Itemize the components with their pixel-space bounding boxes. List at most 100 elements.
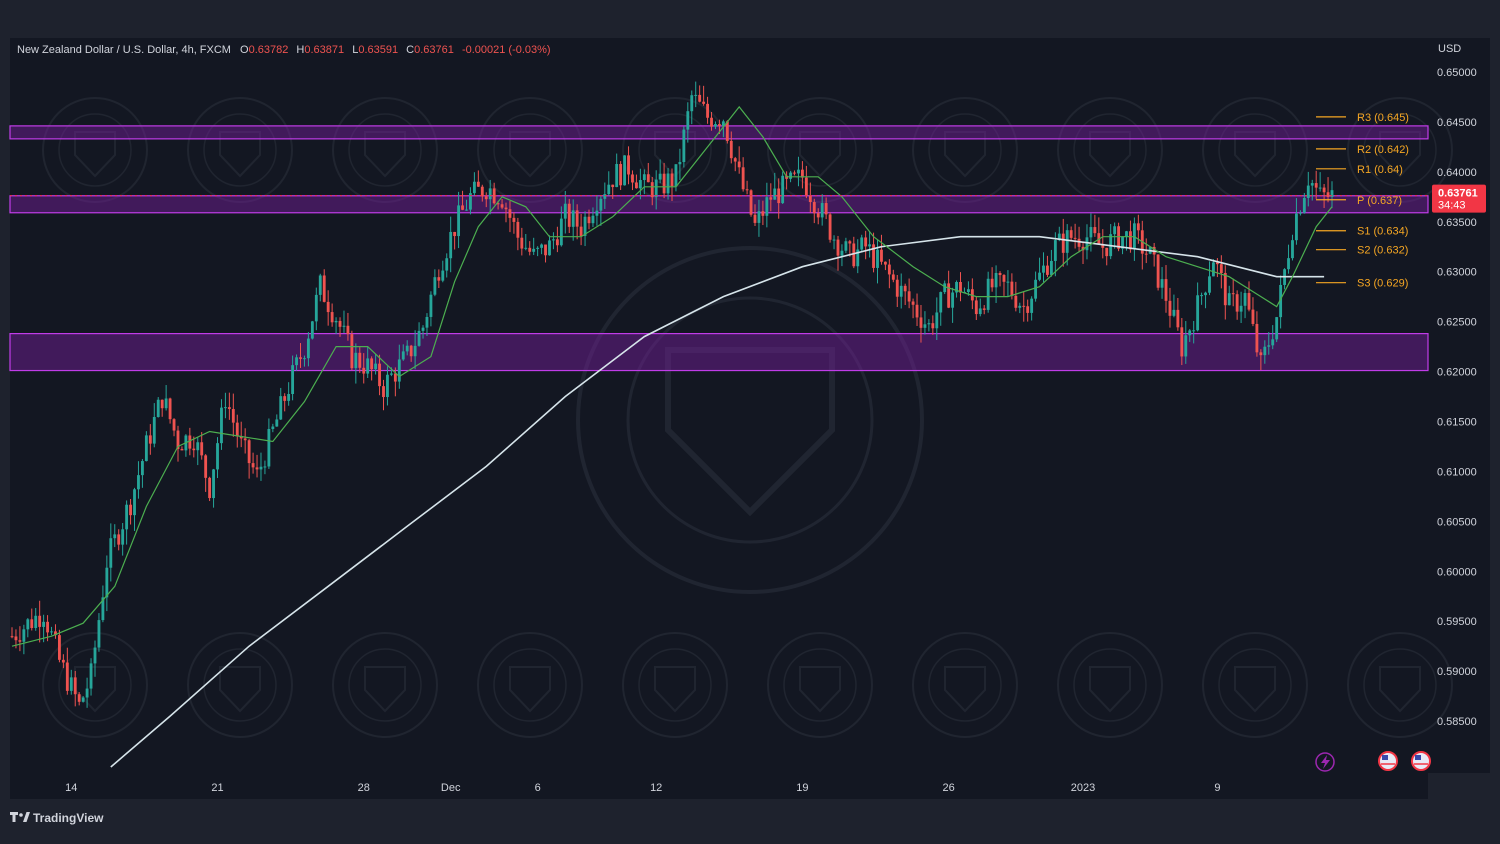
candle: [137, 461, 140, 499]
candle: [50, 626, 53, 636]
candle: [1326, 177, 1330, 203]
candle: [196, 436, 200, 466]
legend-line: New Zealand Dollar / U.S. Dollar, 4h, FX…: [17, 44, 551, 56]
x-tick-label: 28: [358, 782, 370, 794]
candle: [85, 677, 89, 708]
candle: [998, 271, 1002, 287]
candle: [793, 170, 796, 176]
candle: [358, 347, 362, 373]
candle: [1263, 340, 1267, 364]
candle: [279, 387, 283, 421]
candle: [1306, 171, 1310, 207]
pivot-level: R2 (0.642): [1316, 144, 1409, 156]
watermark-badge: [1202, 632, 1308, 738]
candle: [955, 280, 958, 298]
candle: [1002, 274, 1006, 296]
time-axis[interactable]: [10, 773, 1428, 799]
candle: [627, 146, 630, 185]
candle: [1026, 299, 1030, 322]
candle: [235, 414, 239, 448]
candle: [144, 431, 148, 462]
candle: [832, 235, 836, 250]
candle: [310, 320, 314, 340]
candle: [729, 131, 733, 164]
candle: [1061, 218, 1065, 267]
candle: [540, 243, 544, 255]
pivot-label: S2 (0.632): [1357, 245, 1408, 257]
candle: [563, 190, 567, 234]
candle: [61, 654, 65, 669]
candle: [212, 468, 215, 508]
candle: [1287, 244, 1290, 274]
candle: [571, 199, 575, 241]
close-label: C: [406, 44, 414, 56]
watermark-badge: [767, 632, 873, 738]
watermark-badge: [187, 632, 293, 738]
candle: [1038, 257, 1041, 282]
watermark-badge: [1347, 97, 1453, 203]
price-axis[interactable]: [1428, 38, 1490, 773]
candle: [421, 325, 425, 339]
watermark-badge: [187, 97, 293, 203]
candle: [22, 624, 26, 655]
candle: [650, 176, 654, 206]
candle: [109, 523, 113, 582]
candle: [737, 146, 741, 174]
candle: [1298, 210, 1302, 216]
tradingview-logo[interactable]: TradingView: [10, 811, 104, 825]
candle: [1160, 267, 1164, 299]
candle: [271, 423, 275, 433]
candle: [291, 355, 295, 401]
candle: [338, 317, 342, 337]
candle: [129, 498, 132, 525]
pivot-label: R1 (0.64): [1357, 164, 1403, 176]
candle: [69, 669, 73, 695]
pivot-levels: R3 (0.645) R2 (0.642) R1 (0.64) P (0.637) S1…: [1316, 112, 1409, 290]
x-tick-label: 12: [650, 782, 662, 794]
candle: [883, 261, 887, 271]
us-flag-icon[interactable]: [1378, 751, 1398, 771]
candle: [401, 344, 405, 361]
us-flag-icon-2[interactable]: [1411, 751, 1431, 771]
candle: [631, 170, 634, 191]
candle: [982, 305, 986, 315]
candle: [781, 171, 785, 205]
candle: [192, 436, 196, 458]
candle: [220, 399, 223, 450]
candle: [552, 232, 555, 250]
candle: [1180, 318, 1184, 366]
watermark-badge: [1057, 632, 1163, 738]
currency-label: USD: [1438, 43, 1461, 55]
candle: [555, 226, 559, 253]
candle: [508, 200, 512, 233]
candle: [611, 184, 615, 199]
moving-average-slow: [110, 235, 1325, 768]
candle: [1184, 321, 1188, 364]
y-tick-label: 0.64000: [1437, 167, 1477, 179]
lightning-icon[interactable]: [1315, 752, 1335, 772]
candle: [1295, 198, 1298, 245]
candle: [1200, 292, 1204, 305]
candle: [465, 199, 468, 211]
y-tick-label: 0.59000: [1437, 666, 1477, 678]
tradingview-brand-name: TradingView: [33, 811, 104, 825]
candle: [330, 303, 334, 327]
candle: [413, 330, 417, 370]
candle: [907, 278, 911, 309]
candle: [322, 269, 326, 303]
candle: [484, 192, 488, 208]
candle: [1279, 275, 1283, 329]
candle: [635, 174, 638, 189]
x-tick-label: 9: [1214, 782, 1220, 794]
y-tick-label: 0.63000: [1437, 267, 1477, 279]
candle: [1192, 320, 1196, 344]
watermark-badge: [477, 632, 583, 738]
candle: [366, 347, 370, 378]
candle: [397, 344, 401, 389]
candle: [1255, 311, 1259, 357]
candle: [105, 555, 109, 612]
candle: [227, 392, 231, 420]
y-tick-label: 0.62000: [1437, 367, 1477, 379]
watermark-badge: [1202, 97, 1308, 203]
